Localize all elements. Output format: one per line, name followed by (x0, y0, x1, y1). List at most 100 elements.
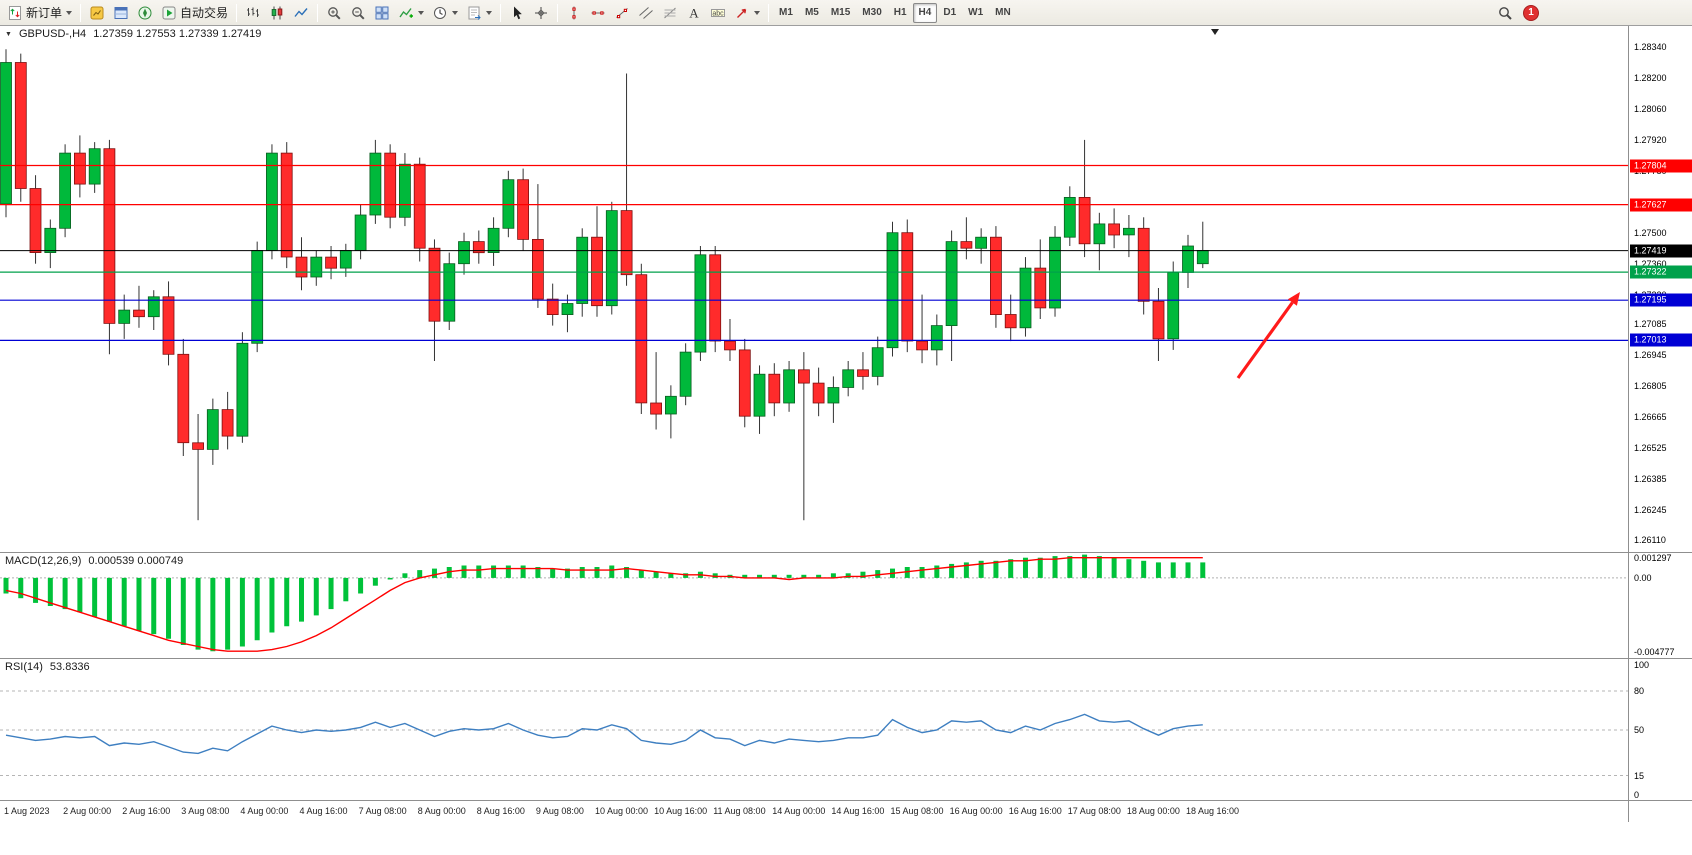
bar-chart-icon (247, 7, 260, 17)
price-badge: 1.27013 (1630, 333, 1692, 347)
timeframe-h4[interactable]: H4 (912, 2, 938, 23)
candle (1019, 257, 1032, 337)
trendline-icon (616, 7, 628, 18)
fibonacci-button[interactable] (658, 2, 682, 24)
cursor-button[interactable] (505, 2, 529, 24)
timeframe-d1[interactable]: D1 (943, 7, 957, 18)
time-label: 16 Aug 00:00 (949, 806, 1003, 816)
timeframe-m1[interactable]: M1 (779, 7, 793, 18)
tile-windows-button[interactable] (370, 2, 394, 24)
timeframe-h1[interactable]: H1 (893, 7, 907, 18)
candle (369, 139, 382, 224)
market-watch-button[interactable] (85, 2, 109, 24)
candle (738, 338, 751, 428)
navigator-button[interactable] (133, 2, 157, 24)
indicators-button[interactable] (394, 2, 428, 24)
text-button[interactable]: A (682, 2, 706, 24)
candle (960, 217, 973, 260)
toolbar-separator (236, 3, 238, 22)
candle (458, 232, 470, 275)
periods-button[interactable] (428, 2, 462, 24)
macd-panel: MACD(12,26,9) 0.000539 0.000749 0.001297… (0, 552, 1692, 658)
axis-tick: 1.26945 (1634, 350, 1667, 361)
timeframe-w1[interactable]: W1 (968, 7, 984, 18)
timeframe-m15[interactable]: M15 (830, 7, 851, 18)
time-label: 15 Aug 08:00 (890, 806, 944, 816)
price-badge: 1.27627 (1630, 198, 1692, 212)
toolbar-separator (557, 3, 559, 22)
zoom-out-button[interactable] (346, 2, 370, 24)
price-badge: 1.27804 (1630, 159, 1692, 172)
candlestick-chart-button[interactable] (265, 2, 289, 24)
candle (206, 398, 219, 465)
candle (177, 338, 190, 456)
bar-chart-button[interactable] (241, 2, 265, 24)
candle (1123, 215, 1135, 258)
crosshair-icon (535, 6, 548, 19)
axis-tick: 1.26525 (1634, 443, 1667, 454)
timeframe-mn[interactable]: MN (995, 7, 1011, 18)
timeframe-m30[interactable]: M30 (862, 7, 882, 18)
data-window-button[interactable] (109, 2, 133, 24)
chart-shift-marker[interactable] (1211, 29, 1219, 35)
candle (162, 281, 175, 366)
candle (605, 201, 618, 315)
annotation-arrow[interactable] (1236, 292, 1300, 379)
cursor-icon (514, 6, 522, 19)
candle (118, 294, 131, 339)
channel-button[interactable] (634, 2, 658, 24)
notification-badge[interactable]: 1 (1523, 4, 1539, 21)
candle (1034, 239, 1047, 319)
axis-tick: 1.28060 (1634, 103, 1667, 114)
candle (1078, 139, 1091, 258)
toolbar-right: 1 (1493, 2, 1539, 24)
trendline-button[interactable] (610, 2, 634, 24)
time-axis[interactable]: 1 Aug 2023 2 Aug 00:00 2 Aug 16:00 3 Aug 08… (0, 800, 1692, 822)
tile-windows-icon (375, 6, 389, 19)
candle (443, 252, 456, 330)
price-axis[interactable]: 1.283401.282001.280601.279201.277801.276… (1628, 26, 1692, 552)
candle (192, 414, 205, 521)
candle (1167, 261, 1180, 350)
candle (975, 228, 987, 264)
text-label-button[interactable]: abc (706, 2, 730, 24)
timeframe-m5[interactable]: M5 (804, 7, 819, 18)
vertical-line-button[interactable] (562, 2, 586, 24)
horizontal-line-button[interactable] (586, 2, 610, 24)
arrows-button[interactable] (730, 2, 764, 24)
search-button[interactable] (1493, 2, 1517, 24)
candle (0, 49, 12, 218)
line-chart-button[interactable] (289, 2, 313, 24)
candle (472, 230, 485, 264)
new-order-button[interactable]: 新订单 (3, 2, 76, 24)
candle (871, 336, 884, 386)
navigator-icon (138, 6, 152, 19)
axis-tick: 1.27500 (1634, 227, 1667, 238)
candle (694, 246, 707, 361)
autotrade-button[interactable]: 自动交易 (157, 2, 232, 24)
axis-tick: 1.26665 (1634, 412, 1667, 423)
candle (857, 352, 869, 390)
svg-text:A: A (689, 5, 699, 20)
vertical-line-icon (572, 6, 576, 19)
chevron-down-icon (452, 10, 459, 15)
time-label: 2 Aug 16:00 (122, 806, 171, 816)
candle (709, 246, 722, 353)
axis-tick: 50 (1634, 725, 1645, 735)
time-label: 10 Aug 16:00 (654, 806, 708, 816)
templates-button[interactable] (462, 2, 496, 24)
macd-plot[interactable] (0, 553, 1628, 658)
axis-tick: 1.26245 (1634, 505, 1667, 516)
candle (517, 168, 529, 251)
zoom-in-button[interactable] (322, 2, 346, 24)
indicators-icon (399, 7, 414, 18)
candle (14, 53, 27, 202)
rsi-axis: 100 80 50 15 0 (1628, 659, 1692, 800)
candlestick-plot[interactable] (0, 26, 1628, 552)
channel-icon (639, 6, 653, 19)
svg-text:abc: abc (712, 10, 724, 17)
time-label: 4 Aug 16:00 (299, 806, 348, 816)
rsi-plot[interactable] (0, 659, 1628, 800)
crosshair-button[interactable] (529, 2, 553, 24)
price-badge: 1.27419 (1630, 244, 1692, 258)
